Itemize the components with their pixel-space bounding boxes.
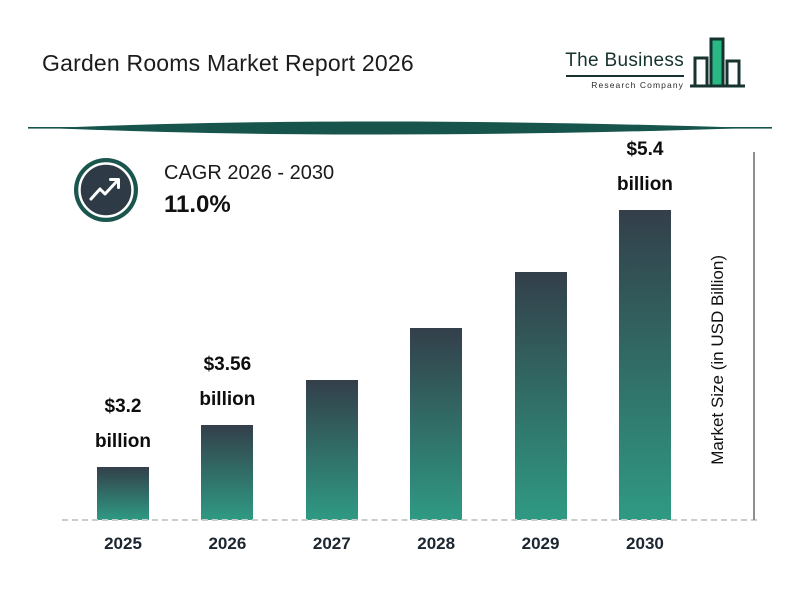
bar-value-label: $5.4 billion xyxy=(616,139,673,195)
divider-line xyxy=(28,121,772,135)
logo-text-secondary: Research Company xyxy=(591,80,684,90)
logo: The Business Research Company xyxy=(565,34,752,96)
logo-underline xyxy=(566,75,684,77)
bar-group-2026: $3.56 billion xyxy=(199,205,256,520)
logo-text-primary: The Business xyxy=(565,50,684,71)
bar-group-2025: $3.2 billion xyxy=(95,205,151,520)
x-axis-tick-label: 2027 xyxy=(312,534,351,553)
bar xyxy=(201,425,254,520)
cagr-callout: CAGR 2026 - 2030 11.0% xyxy=(72,156,334,224)
x-axis-labels: 2025 2026 2027 2028 2029 2030 xyxy=(97,534,671,554)
bar xyxy=(97,467,149,520)
bar-value-label: $3.2 billion xyxy=(95,396,151,452)
y-axis-title: Market Size (in USD Billion) xyxy=(708,255,727,465)
growth-arrow-icon xyxy=(74,158,138,222)
cagr-label: CAGR 2026 - 2030 xyxy=(164,161,335,184)
bar-group-2030: $5.4 billion xyxy=(617,139,673,520)
bar-value-label: $3.56 billion xyxy=(199,354,256,410)
bar-chart: $3.2 billion $3.56 billion $5.4 billion xyxy=(95,139,673,520)
logo-bars-icon xyxy=(690,37,745,88)
bar xyxy=(514,272,567,520)
cagr-text: CAGR 2026 - 2030 11.0% xyxy=(164,162,334,219)
x-axis-tick-label: 2028 xyxy=(417,534,456,553)
bar xyxy=(305,380,358,520)
x-axis-baseline xyxy=(62,519,757,521)
y-axis-title-wrap: Market Size (in USD Billion) xyxy=(703,200,733,520)
bar-group-2029 xyxy=(514,205,567,520)
page-title: Garden Rooms Market Report 2026 xyxy=(42,50,414,76)
cagr-value: 11.0% xyxy=(164,190,231,218)
bar-group-2027 xyxy=(305,205,358,520)
x-axis-tick-label: 2030 xyxy=(626,534,664,553)
y-axis-line xyxy=(753,152,755,520)
bar xyxy=(410,328,463,520)
x-axis-tick-label: 2029 xyxy=(521,534,560,553)
logo-text: The Business Research Company xyxy=(565,50,684,96)
bar xyxy=(618,210,671,520)
bar-group-2028 xyxy=(410,205,463,520)
x-axis-tick-label: 2025 xyxy=(104,534,142,553)
x-axis-tick-label: 2026 xyxy=(208,534,247,553)
